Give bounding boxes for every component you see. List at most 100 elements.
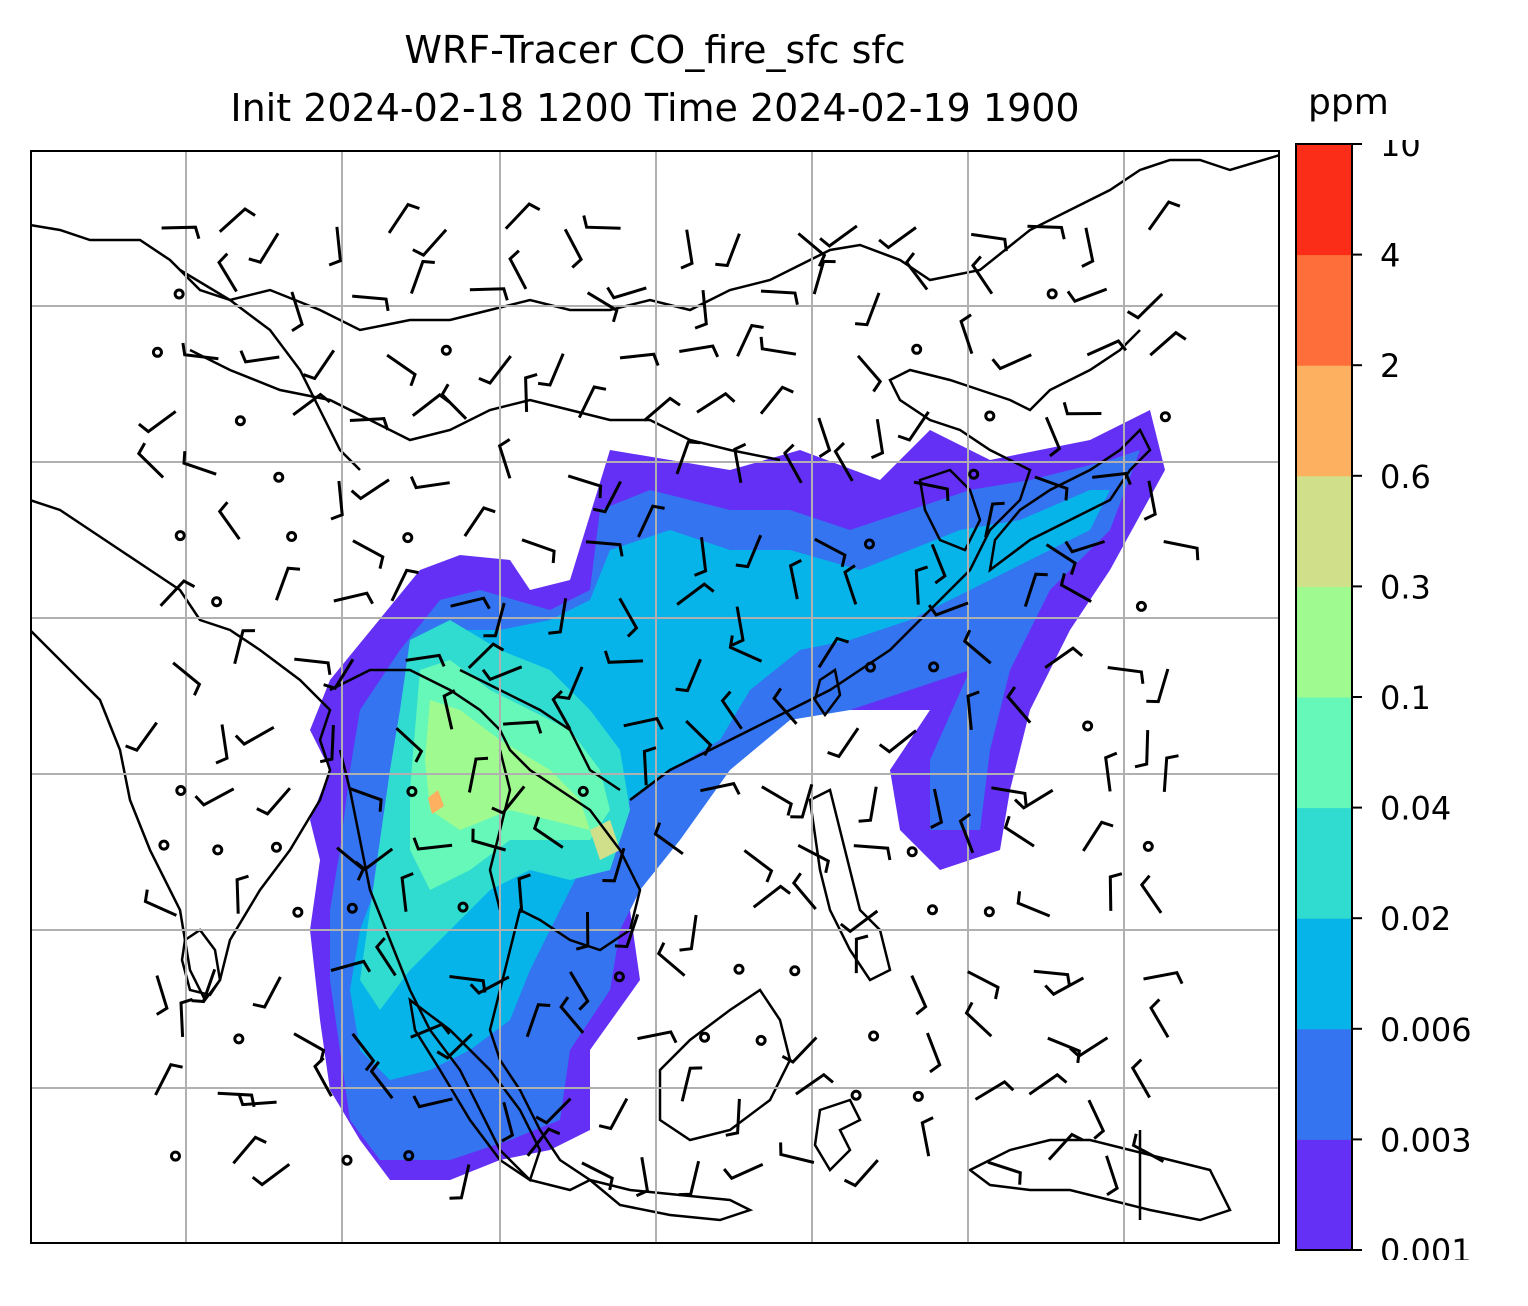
wind-barb [678,1160,701,1197]
wind-barb [795,1072,834,1096]
calm-wind-circle [906,846,918,858]
calm-wind-circle [928,661,940,673]
coastline-china [629,329,1141,801]
wind-barb [797,843,831,874]
wind-barb [679,914,698,952]
colorbar-tick-label: 2 [1380,347,1400,385]
colorbar-tick-label: 0.1 [1380,679,1431,717]
wind-barb [700,781,741,795]
wind-barb [1086,339,1128,357]
wind-barb [971,255,994,295]
wind-barb [1087,1099,1106,1140]
wind-barb [967,970,1000,1000]
wind-barb [759,336,797,356]
wind-barb [349,417,390,431]
calm-wind-circle [158,839,170,851]
tracer-field [310,410,1165,1180]
calm-wind-circle [863,538,875,550]
colorbar-swatch [1296,697,1352,809]
wind-barb [235,874,249,914]
wind-barb [251,1163,291,1187]
wind-barb [525,1003,551,1038]
tracer-level-03 [590,820,620,860]
wind-barb [926,1032,942,1074]
colorbar-swatches [1296,144,1352,1251]
calm-wind-circle [173,288,185,300]
colorbar-tick-label: 0.006 [1380,1011,1472,1049]
wind-barb [680,229,694,270]
wind-barb [575,911,590,951]
wind-barb [1068,1036,1109,1058]
calm-wind-circle [234,415,246,427]
calm-wind-circle [457,901,469,913]
calm-wind-circle [912,1090,924,1102]
calm-wind-circle [699,1031,711,1043]
wind-barb [959,313,974,355]
wind-barb [501,1101,515,1143]
wind-barb [1066,287,1108,304]
wind-barb [1062,401,1102,416]
wind-barb [618,597,639,638]
wind-barb [333,591,374,605]
wind-barb [179,997,193,1037]
wind-barb [467,756,489,793]
wind-barb [387,202,420,234]
wind-barb [1104,751,1118,792]
wind-barb [161,225,201,240]
calm-wind-circle [577,785,589,797]
wind-barb [991,353,1032,371]
calm-wind-circle [440,344,452,356]
wind-barb [1105,1155,1119,1196]
colorbar-swatch [1296,475,1352,587]
wind-barb [1016,891,1051,918]
wind-barb [1023,572,1048,608]
wind-barb [252,976,282,1009]
calm-wind-circle [406,785,418,797]
wind-barb [125,721,158,753]
wind-barb [351,1032,376,1072]
wind-barb [812,259,836,295]
wind-barb [987,1160,1022,1185]
calm-wind-circle [864,661,876,673]
wind-barb [598,1097,629,1131]
wind-barb [1033,969,1072,987]
wind-barb [1149,330,1187,357]
wind-barb [970,232,1008,252]
wind-barb [436,1033,473,1060]
wind-barb [143,889,178,917]
wind-barb [602,847,626,883]
wind-barb [1027,224,1066,240]
wind-barb [330,480,344,521]
colorbar-tick-label: 0.3 [1380,568,1431,606]
wind-barb [696,391,736,414]
wind-barb [958,812,975,854]
coastline-borneo [658,988,792,1142]
wind-barb [155,975,169,1016]
wind-barb [1034,475,1069,501]
wind-barb [467,642,505,669]
wind-barb [679,344,720,358]
wind-barb [234,725,275,746]
wind-barb [870,418,885,460]
wind-barb [294,657,332,676]
wind-barb [603,650,644,664]
coastline-japan [988,427,1152,573]
wind-barb [853,844,892,861]
wind-barb [503,720,543,734]
wind-barb [910,974,928,1016]
wind-barb [930,788,944,829]
wind-barb [1059,573,1092,603]
colorbar-swatch [1296,586,1352,698]
coastline-sulawesi [813,1098,862,1173]
wind-barb [248,232,280,264]
wind-barb [1108,872,1123,911]
wind-barb [1082,820,1114,852]
calm-wind-circle [613,971,625,983]
wind-barb [680,1066,703,1102]
calm-wind-circle [1159,411,1171,423]
calm-wind-circle [984,410,996,422]
colorbar-swatch [1296,144,1352,256]
wind-barb [217,252,238,293]
calm-wind-circle [273,471,285,483]
wind-barb [1143,480,1157,521]
